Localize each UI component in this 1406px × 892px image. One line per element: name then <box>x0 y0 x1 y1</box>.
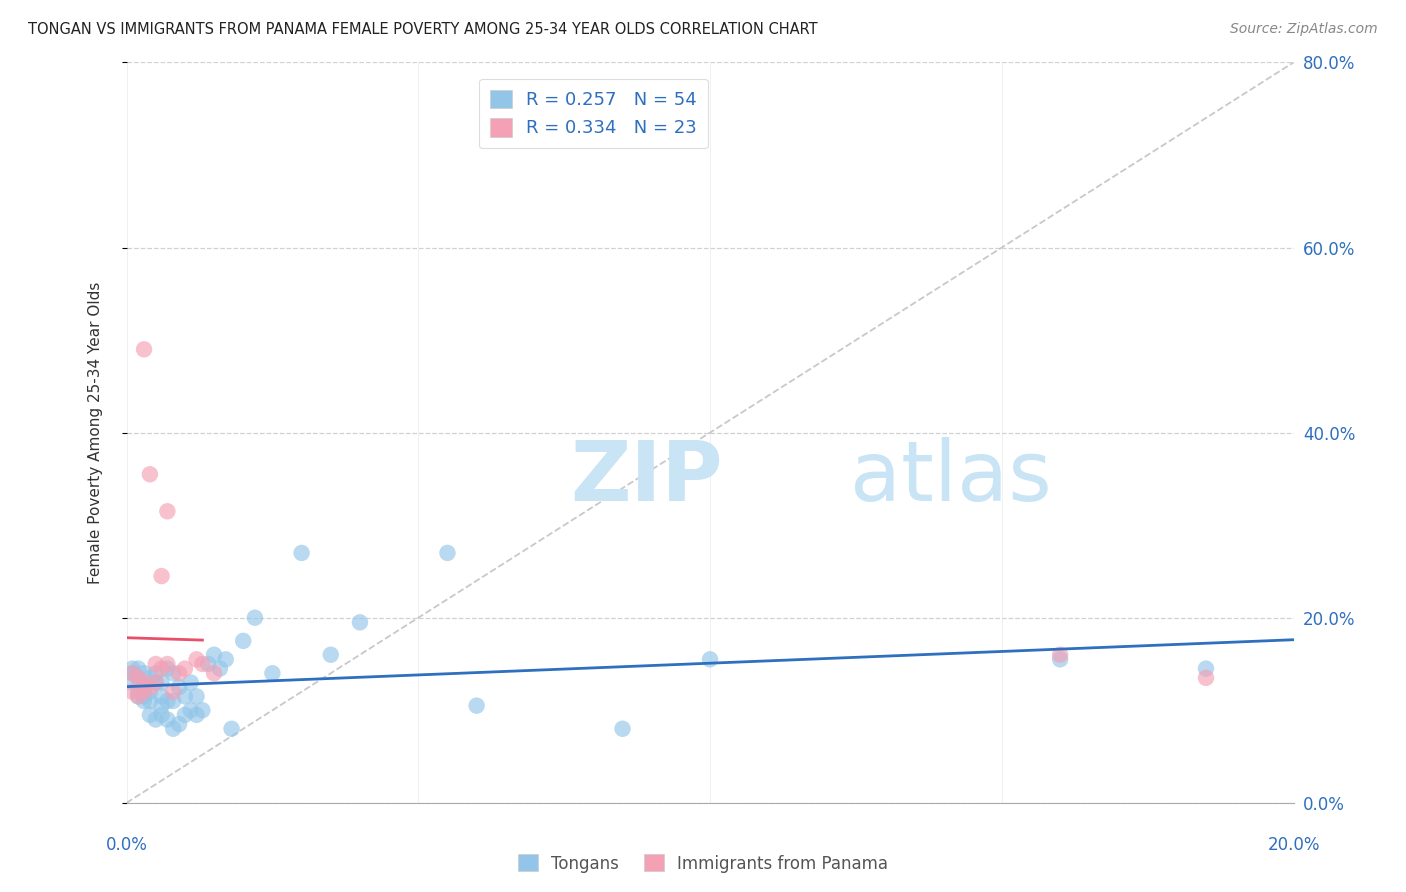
Point <box>132 666 155 681</box>
Point <box>174 662 197 676</box>
Point <box>191 703 214 717</box>
Point <box>162 666 184 681</box>
Point <box>465 698 488 713</box>
Point <box>145 657 167 671</box>
Text: 20.0%: 20.0% <box>1267 836 1320 855</box>
Point <box>1049 652 1071 666</box>
Point <box>156 713 179 727</box>
Point <box>174 707 197 722</box>
Legend: Tongans, Immigrants from Panama: Tongans, Immigrants from Panama <box>510 847 896 880</box>
Point <box>139 685 162 699</box>
Point <box>162 694 184 708</box>
Point <box>262 666 284 681</box>
Point <box>162 685 184 699</box>
Point <box>150 675 173 690</box>
Point <box>127 662 149 676</box>
Point <box>156 662 179 676</box>
Point <box>121 666 143 681</box>
Point <box>1049 648 1071 662</box>
Point <box>1195 671 1218 685</box>
Point <box>319 648 342 662</box>
Point <box>132 694 155 708</box>
Point <box>156 694 179 708</box>
Point <box>139 680 162 694</box>
Text: 0.0%: 0.0% <box>105 836 148 855</box>
Point <box>132 343 155 357</box>
Point <box>132 685 155 699</box>
Point <box>167 680 190 694</box>
Point <box>290 546 312 560</box>
Point <box>180 675 202 690</box>
Point <box>202 648 225 662</box>
Point <box>186 690 208 704</box>
Point <box>150 662 173 676</box>
Point <box>186 652 208 666</box>
Point <box>127 685 149 699</box>
Point <box>612 722 634 736</box>
Point <box>197 657 219 671</box>
Point <box>156 504 179 518</box>
Point <box>145 666 167 681</box>
Point <box>1195 662 1218 676</box>
Point <box>202 666 225 681</box>
Point <box>150 569 173 583</box>
Point <box>156 657 179 671</box>
Point <box>167 666 190 681</box>
Text: atlas: atlas <box>851 436 1052 517</box>
Point <box>208 662 231 676</box>
Y-axis label: Female Poverty Among 25-34 Year Olds: Female Poverty Among 25-34 Year Olds <box>89 282 103 583</box>
Point <box>145 713 167 727</box>
Point <box>174 690 197 704</box>
Point <box>243 611 266 625</box>
Point <box>232 633 254 648</box>
Point <box>127 671 149 685</box>
Point <box>349 615 371 630</box>
Point <box>150 707 173 722</box>
Point <box>162 722 184 736</box>
Point <box>121 675 143 690</box>
Point <box>191 657 214 671</box>
Text: Source: ZipAtlas.com: Source: ZipAtlas.com <box>1230 22 1378 37</box>
Point <box>127 690 149 704</box>
Point <box>127 671 149 685</box>
Point <box>139 694 162 708</box>
Point <box>150 698 173 713</box>
Legend: R = 0.257   N = 54, R = 0.334   N = 23: R = 0.257 N = 54, R = 0.334 N = 23 <box>479 78 707 148</box>
Point <box>186 707 208 722</box>
Point <box>121 685 143 699</box>
Point <box>139 467 162 482</box>
Point <box>145 675 167 690</box>
Point <box>150 690 173 704</box>
Point <box>145 675 167 690</box>
Point <box>436 546 458 560</box>
Point <box>215 652 238 666</box>
Point <box>699 652 721 666</box>
Point <box>121 662 143 676</box>
Point <box>139 671 162 685</box>
Point <box>139 707 162 722</box>
Point <box>180 703 202 717</box>
Point <box>121 666 143 681</box>
Point <box>132 675 155 690</box>
Point <box>127 690 149 704</box>
Point <box>167 717 190 731</box>
Text: ZIP: ZIP <box>569 436 723 517</box>
Text: TONGAN VS IMMIGRANTS FROM PANAMA FEMALE POVERTY AMONG 25-34 YEAR OLDS CORRELATIO: TONGAN VS IMMIGRANTS FROM PANAMA FEMALE … <box>28 22 818 37</box>
Point <box>132 680 155 694</box>
Point <box>221 722 243 736</box>
Point <box>132 690 155 704</box>
